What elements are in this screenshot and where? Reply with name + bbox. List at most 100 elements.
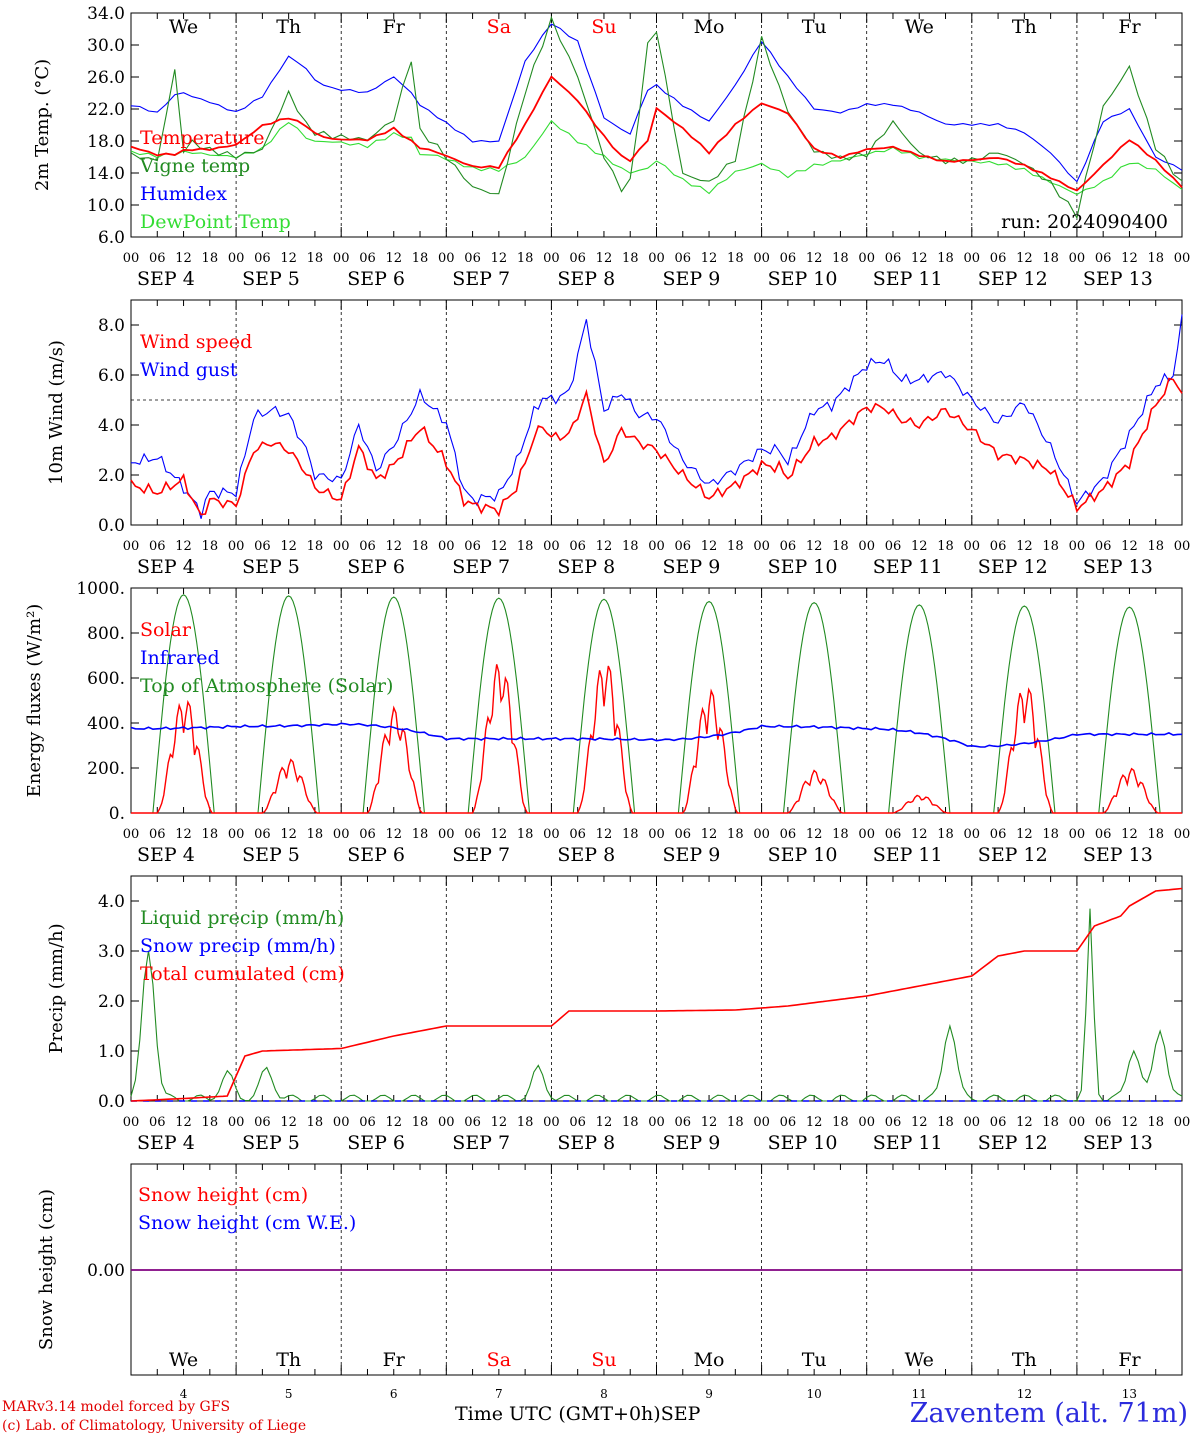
hour-tick-label: 18 <box>937 251 954 266</box>
date-label: SEP 4 <box>137 1132 195 1154</box>
hour-tick-label: 00 <box>438 251 455 266</box>
day-number-label: 6 <box>390 1387 398 1401</box>
hour-tick-label: 00 <box>753 1115 770 1130</box>
hour-tick-label: 18 <box>1042 539 1059 554</box>
hour-tick-label: 00 <box>543 1115 560 1130</box>
hour-tick-label: 00 <box>648 827 665 842</box>
hour-tick-label: 00 <box>858 539 875 554</box>
hour-tick-label: 00 <box>1069 251 1086 266</box>
date-label: SEP 12 <box>978 844 1048 866</box>
series-total-cumulated <box>130 887 1183 1102</box>
hour-tick-label: 00 <box>228 539 245 554</box>
day-label: Su <box>591 16 616 38</box>
hour-tick-label: 06 <box>569 539 586 554</box>
hour-tick-label: 18 <box>622 539 639 554</box>
series-solar <box>131 664 1182 814</box>
series-dewpoint-temp <box>130 119 1183 196</box>
hour-tick-label: 00 <box>1174 251 1191 266</box>
hour-tick-label: 12 <box>1016 539 1033 554</box>
date-label: SEP 10 <box>768 556 838 578</box>
hour-tick-label: 12 <box>1016 251 1033 266</box>
hour-tick-label: 12 <box>1121 1115 1138 1130</box>
date-label: SEP 4 <box>137 844 195 866</box>
hour-tick-label: 18 <box>727 827 744 842</box>
hour-tick-label: 06 <box>780 1115 797 1130</box>
day-label: Sa <box>487 1349 511 1371</box>
hour-tick-label: 06 <box>149 827 166 842</box>
date-label: SEP 13 <box>1083 268 1153 290</box>
hour-tick-label: 12 <box>175 827 192 842</box>
hour-tick-label: 06 <box>254 827 271 842</box>
y-tick-label: 2.0 <box>98 466 125 486</box>
date-label: SEP 8 <box>557 556 615 578</box>
y-tick-label: 4.0 <box>98 892 125 912</box>
hour-tick-label: 18 <box>832 251 849 266</box>
day-number-label: 8 <box>600 1387 608 1401</box>
y-tick-label: 8.0 <box>98 316 125 336</box>
hour-tick-label: 00 <box>333 1115 350 1130</box>
date-label: SEP 6 <box>347 268 405 290</box>
time-axis-title: Time UTC (GMT+0h) <box>455 1403 661 1425</box>
hour-tick-label: 00 <box>228 251 245 266</box>
hour-tick-label: 00 <box>123 251 140 266</box>
hour-tick-label: 06 <box>1095 251 1112 266</box>
y-tick-label: 0.0 <box>98 1092 125 1112</box>
day-number-label: 4 <box>180 1387 188 1401</box>
hour-tick-label: 18 <box>1042 251 1059 266</box>
date-label: SEP 9 <box>663 556 721 578</box>
hour-tick-label: 00 <box>543 251 560 266</box>
y-tick-label: 0.00 <box>87 1261 125 1281</box>
hour-tick-label: 06 <box>569 827 586 842</box>
hour-tick-label: 18 <box>1042 827 1059 842</box>
day-label: We <box>169 1349 198 1371</box>
hour-tick-label: 00 <box>438 539 455 554</box>
hour-tick-label: 18 <box>727 539 744 554</box>
day-label: We <box>905 1349 934 1371</box>
hour-tick-label: 00 <box>333 539 350 554</box>
y-tick-label: 800. <box>87 624 125 644</box>
hour-tick-label: 18 <box>622 251 639 266</box>
hour-tick-label: 12 <box>701 827 718 842</box>
hour-tick-label: 06 <box>359 251 376 266</box>
hour-tick-label: 06 <box>464 1115 481 1130</box>
hour-tick-label: 00 <box>964 1115 981 1130</box>
hour-tick-label: 18 <box>1147 1115 1164 1130</box>
date-label: SEP 5 <box>242 268 300 290</box>
hour-tick-label: 00 <box>858 827 875 842</box>
hour-tick-label: 00 <box>333 251 350 266</box>
date-label: SEP 12 <box>978 556 1048 578</box>
hour-tick-label: 06 <box>359 827 376 842</box>
hour-tick-label: 18 <box>307 827 324 842</box>
hour-tick-label: 00 <box>1069 1115 1086 1130</box>
lab-credit: (c) Lab. of Climatology, University of L… <box>2 1418 307 1434</box>
hour-tick-label: 06 <box>464 827 481 842</box>
hour-tick-label: 18 <box>307 251 324 266</box>
y-tick-label: 200. <box>87 759 125 779</box>
day-label: We <box>905 16 934 38</box>
series-vigne-temp <box>130 15 1183 220</box>
y-tick-label: 6.0 <box>98 228 125 248</box>
hour-tick-label: 06 <box>1095 827 1112 842</box>
y-tick-label: 26.0 <box>87 68 125 88</box>
y-tick-label: 400. <box>87 714 125 734</box>
hour-tick-label: 06 <box>254 251 271 266</box>
hour-tick-label: 00 <box>543 827 560 842</box>
hour-tick-label: 18 <box>412 251 429 266</box>
y-tick-label: 0.0 <box>98 516 125 536</box>
y-tick-label: 34.0 <box>87 4 125 24</box>
footer-credits: MARv3.14 model forced by GFS (c) Lab. of… <box>2 1398 306 1436</box>
hour-tick-label: 12 <box>491 827 508 842</box>
date-label: SEP 4 <box>137 268 195 290</box>
date-label: SEP 6 <box>347 1132 405 1154</box>
day-label: Su <box>591 1349 616 1371</box>
date-label: SEP 11 <box>873 1132 943 1154</box>
day-number-label: 5 <box>285 1387 293 1401</box>
hour-tick-label: 06 <box>675 539 692 554</box>
hour-tick-label: 18 <box>202 1115 219 1130</box>
hour-tick-label: 00 <box>333 827 350 842</box>
hour-tick-label: 06 <box>780 827 797 842</box>
hour-tick-label: 12 <box>385 539 402 554</box>
day-number-label: 10 <box>807 1387 822 1401</box>
date-label: SEP 5 <box>242 556 300 578</box>
